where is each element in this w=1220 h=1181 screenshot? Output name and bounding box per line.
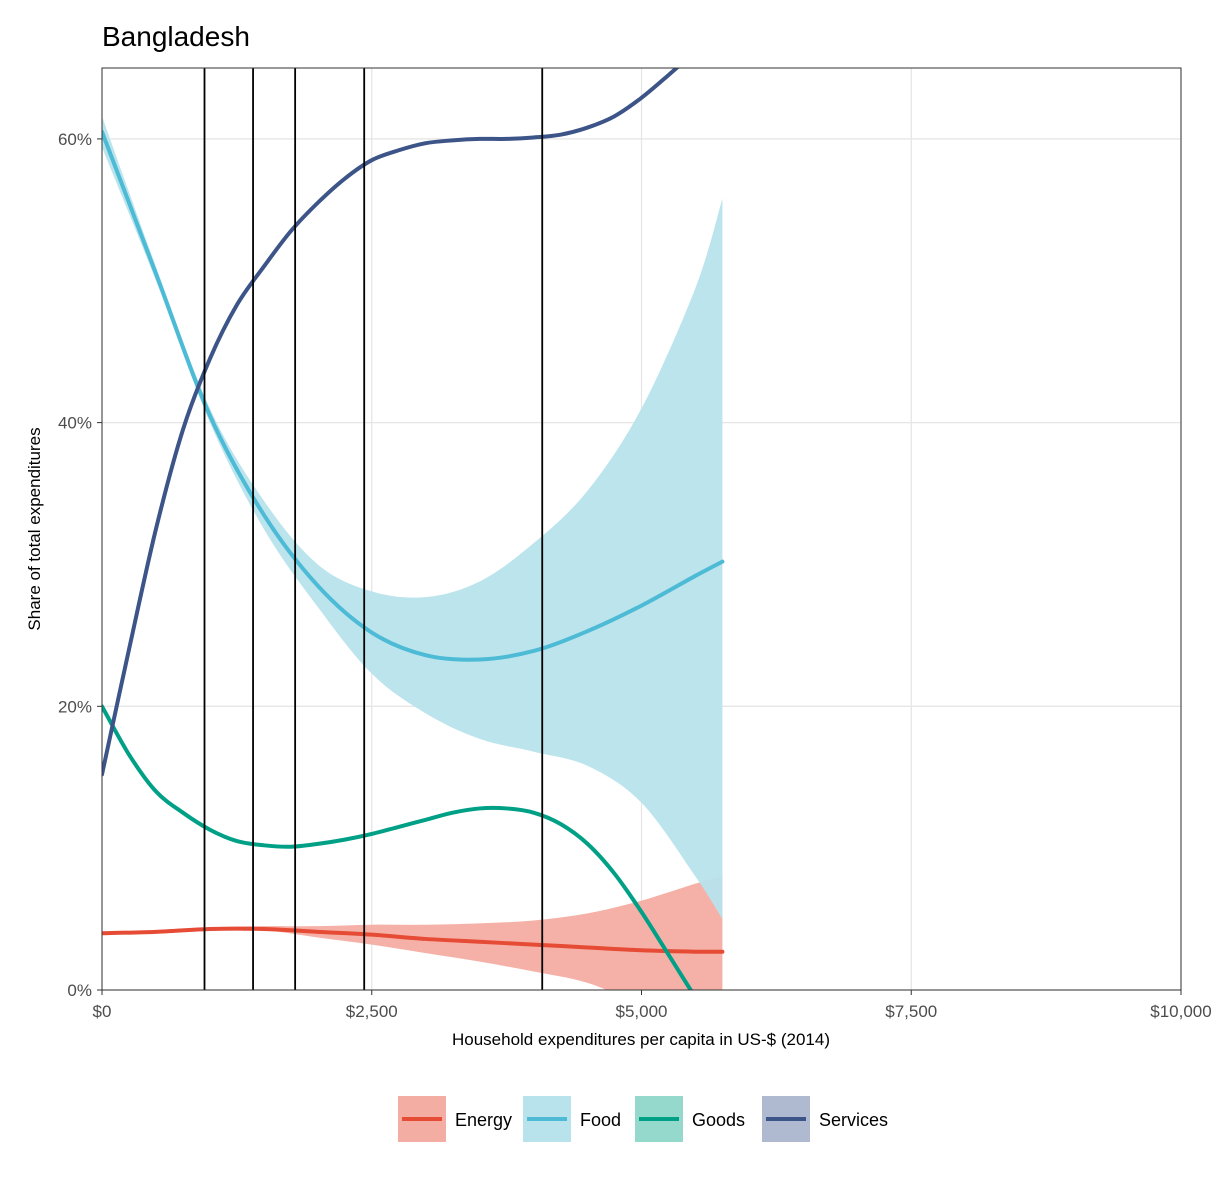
legend-item-food: Food (523, 1096, 621, 1142)
legend-label-services: Services (819, 1110, 888, 1130)
y-tick-label-2: 40% (58, 414, 92, 433)
x-tick-label-1: $2,500 (346, 1002, 398, 1021)
y-tick-label-0: 0% (67, 981, 92, 1000)
energy-confidence-band (102, 876, 723, 990)
confidence-bands (102, 116, 723, 990)
legend-label-food: Food (580, 1110, 621, 1130)
x-tick-label-4: $10,000 (1150, 1002, 1211, 1021)
y-tick-label-1: 20% (58, 697, 92, 716)
legend-item-energy: Energy (398, 1096, 512, 1142)
energy-line (102, 926, 725, 954)
y-tick-label-3: 60% (58, 130, 92, 149)
services-line (102, 68, 680, 777)
food-line (102, 129, 725, 662)
chart-title: Bangladesh (102, 21, 250, 52)
x-tick-label-0: $0 (93, 1002, 112, 1021)
series-lines (102, 68, 725, 990)
legend-item-goods: Goods (635, 1096, 745, 1142)
legend-label-goods: Goods (692, 1110, 745, 1130)
x-tick-label-2: $5,000 (616, 1002, 668, 1021)
legend-label-energy: Energy (455, 1110, 512, 1130)
x-tick-label-3: $7,500 (885, 1002, 937, 1021)
x-axis-title: Household expenditures per capita in US-… (452, 1030, 830, 1049)
food-confidence-band (102, 116, 723, 920)
vertical-lines (203, 68, 544, 990)
y-axis-title: Share of total expenditures (25, 427, 44, 630)
axis-ticks: 0% 20% 40% 60% $0 $2,500 $5,000 $7,500 $10,000 (58, 130, 1212, 1021)
goods-line (102, 704, 694, 990)
legend: Energy Food Goods Services (398, 1096, 888, 1142)
legend-item-services: Services (762, 1096, 888, 1142)
